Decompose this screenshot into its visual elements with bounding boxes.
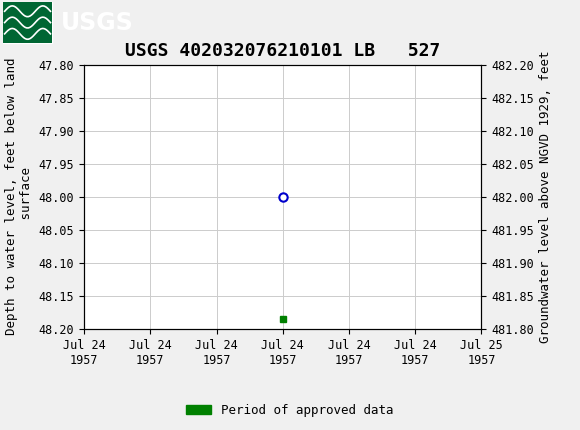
Y-axis label: Groundwater level above NGVD 1929, feet: Groundwater level above NGVD 1929, feet	[539, 50, 552, 343]
Bar	[3, 2, 52, 43]
Y-axis label: Depth to water level, feet below land
 surface: Depth to water level, feet below land su…	[5, 58, 33, 335]
Text: USGS: USGS	[61, 11, 133, 34]
Bar	[3, 2, 52, 43]
Legend: Period of approved data: Period of approved data	[181, 399, 399, 421]
Title: USGS 402032076210101 LB   527: USGS 402032076210101 LB 527	[125, 42, 440, 60]
